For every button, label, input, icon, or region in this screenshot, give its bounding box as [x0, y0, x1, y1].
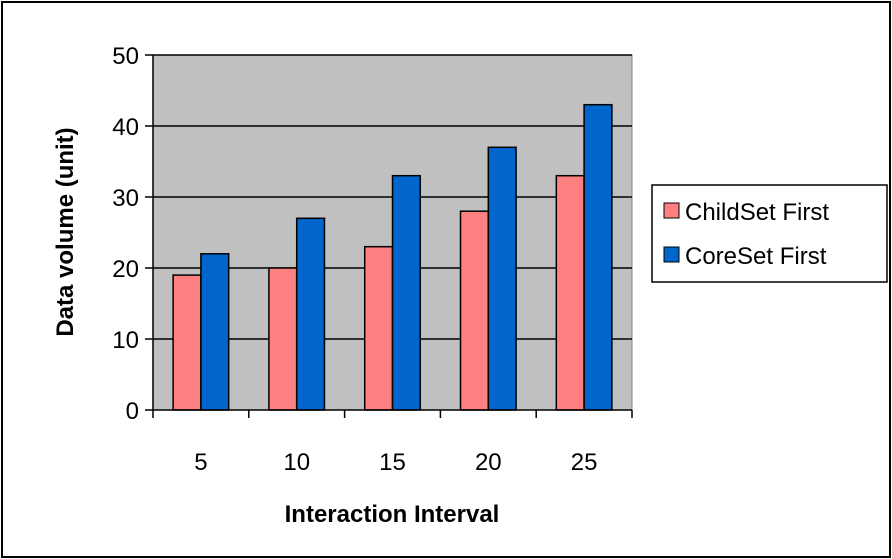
bar-coreset-first [391, 174, 422, 411]
y-tick-labels: 0 10 20 30 40 50 [112, 43, 139, 425]
legend-label-childset: ChildSet First [685, 199, 829, 226]
legend-swatch-coreset [663, 246, 680, 263]
y-tick-label: 50 [112, 43, 139, 70]
y-axis-title: Data volume (unit) [52, 127, 79, 336]
x-tick-label: 10 [283, 449, 310, 476]
bar-childset-first [268, 267, 298, 411]
bar-coreset-first [200, 253, 230, 411]
bars [172, 103, 613, 411]
axes [145, 54, 633, 418]
bar-childset-first [363, 245, 394, 411]
y-tick-label: 20 [112, 256, 139, 283]
x-tick-label: 5 [194, 449, 207, 476]
legend-swatch-childset [663, 202, 680, 219]
bar-childset-first [555, 174, 585, 411]
x-tick-label: 25 [571, 449, 598, 476]
legend-label-coreset: CoreSet First [685, 243, 827, 270]
x-tick-labels: 5 10 15 20 25 [194, 449, 597, 476]
y-tick-label: 0 [126, 398, 139, 425]
y-tick-label: 40 [112, 114, 139, 141]
y-tick-label: 10 [112, 327, 139, 354]
bar-coreset-first [487, 146, 517, 411]
x-tick-label: 20 [475, 449, 502, 476]
bar-coreset-first [583, 103, 613, 411]
bar-childset-first [172, 274, 202, 411]
bar-coreset-first [295, 217, 326, 411]
y-tick-label: 30 [112, 185, 139, 212]
x-tick-label: 15 [379, 449, 406, 476]
legend: ChildSet First CoreSet First [651, 184, 888, 283]
legend-box [651, 184, 888, 283]
bar-childset-first [459, 210, 490, 411]
x-axis-title: Interaction Interval [285, 501, 500, 528]
